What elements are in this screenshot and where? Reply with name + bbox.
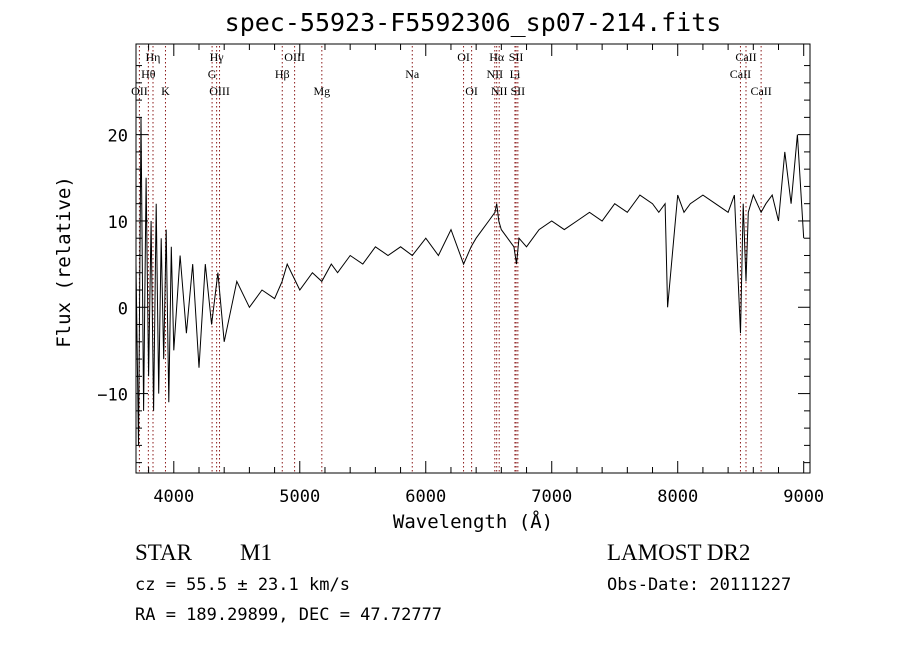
line-label: Hα (489, 50, 505, 64)
line-label: CaII (735, 50, 756, 64)
velocity-readout: cz = 55.5 ± 23.1 km/s (135, 575, 350, 595)
line-label: K (161, 84, 170, 98)
spectral-line-markers (138, 46, 762, 473)
line-label: Hη (146, 50, 161, 64)
line-label: Hθ (141, 67, 156, 81)
line-label: SII (509, 50, 524, 64)
plot-frame (135, 43, 811, 474)
coordinates: RA = 189.29899, DEC = 47.72777 (135, 605, 442, 625)
x-tick-label: 6000 (405, 487, 446, 507)
line-label: NII (486, 67, 503, 81)
line-label: Hγ (210, 50, 225, 64)
obs-date: Obs-Date: 20111227 (607, 575, 791, 595)
x-axis-ticks: 4000 5000 6000 7000 8000 9000 (148, 44, 824, 507)
line-label: OIII (284, 50, 305, 64)
y-tick-label: 10 (108, 213, 128, 233)
line-label: SII (511, 84, 526, 98)
y-tick-label: 0 (118, 299, 128, 319)
line-label: OII (131, 84, 148, 98)
object-subclass: M1 (240, 540, 272, 565)
y-axis-ticks: −10 0 10 20 (97, 65, 810, 464)
line-label: CaII (730, 67, 751, 81)
x-tick-label: 9000 (783, 487, 824, 507)
x-tick-label: 5000 (279, 487, 320, 507)
spectrum-line (135, 117, 805, 446)
line-label: Na (405, 67, 420, 81)
line-label: OIII (209, 84, 230, 98)
line-label: G (208, 67, 217, 81)
x-tick-label: 4000 (153, 487, 194, 507)
x-tick-label: 7000 (531, 487, 572, 507)
line-label: NII (491, 84, 508, 98)
line-label: OI (465, 84, 478, 98)
survey-name: LAMOST DR2 (607, 540, 750, 565)
object-class: STAR (135, 540, 193, 565)
x-tick-label: 8000 (657, 487, 698, 507)
chart-title: spec-55923-F5592306_sp07-214.fits (225, 8, 722, 37)
y-tick-label: 20 (108, 127, 128, 147)
line-label: Mg (313, 84, 330, 98)
line-label: OI (457, 50, 470, 64)
line-label: Li (510, 67, 521, 81)
y-tick-label: −10 (97, 386, 128, 406)
x-axis-label: Wavelength (Å) (393, 510, 553, 533)
line-label: Hβ (275, 67, 290, 81)
line-label: CaII (750, 84, 771, 98)
y-axis-label: Flux (relative) (53, 176, 75, 348)
